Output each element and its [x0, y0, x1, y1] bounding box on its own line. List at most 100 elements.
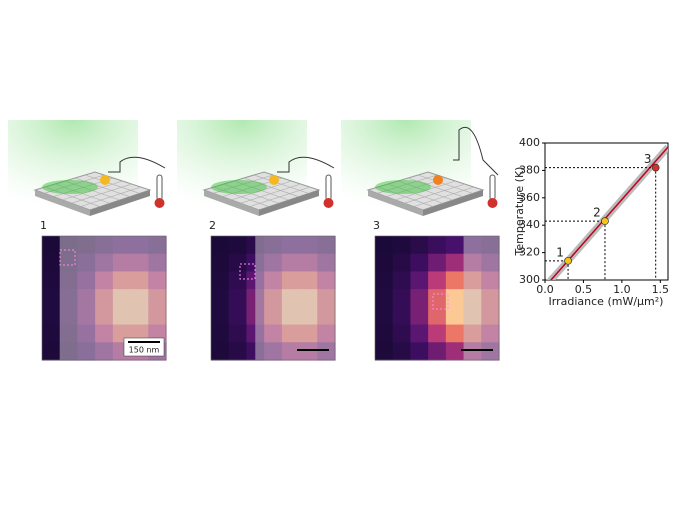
heatmap-frame — [210, 235, 336, 361]
heatmap-cell — [228, 306, 247, 326]
heatmap-cell — [392, 324, 411, 343]
heatmap-cell — [375, 236, 394, 255]
x-axis-label: Irradiance (mW/μm²) — [549, 295, 664, 308]
heatmap-cell — [228, 342, 247, 361]
thermometer-bulb — [487, 198, 498, 208]
heatmap-cell — [211, 342, 230, 361]
heatmap-cell — [375, 271, 394, 290]
plot-frame — [544, 142, 669, 281]
heatmap-cell — [42, 342, 61, 361]
heatmap-cell — [42, 289, 61, 308]
haze — [255, 236, 335, 360]
heatmap-cell — [428, 342, 447, 361]
x-tick-label: 1.0 — [613, 283, 631, 296]
heatmap-cell — [42, 253, 61, 272]
particle — [433, 175, 443, 185]
thermometer — [156, 174, 163, 201]
x-tick-label: 1.5 — [652, 283, 670, 296]
point — [651, 163, 660, 172]
platform-side — [204, 190, 259, 216]
platform-front — [259, 190, 319, 216]
grid-wire — [80, 186, 142, 207]
heatmap-cell — [445, 253, 465, 272]
y-tick-label: 360 — [519, 191, 540, 204]
heatmap-cell — [375, 253, 394, 272]
y-axis-label: Temperature (K) — [513, 167, 526, 257]
scale-label: 150 nm — [129, 346, 160, 355]
y-tick-label: 340 — [519, 218, 540, 231]
green-spot — [42, 180, 98, 194]
heatmap-cell — [392, 253, 411, 272]
heatmap-cell — [410, 289, 429, 308]
heatmap-cell — [428, 289, 447, 308]
heatmap-cell — [211, 271, 230, 290]
heatmap-cell — [211, 253, 230, 272]
heatmap-cell — [228, 271, 247, 290]
grid-wire — [413, 186, 475, 207]
heatmap-cell — [410, 236, 429, 255]
particle — [269, 175, 279, 185]
heatmap-cell — [228, 253, 247, 272]
heatmap-cell — [445, 236, 465, 255]
heatmap-cell — [410, 324, 429, 343]
heatmap-cell — [445, 324, 465, 343]
point — [601, 217, 609, 225]
heatmap-cell — [375, 306, 394, 326]
heatmap-cell — [228, 289, 247, 308]
heatmap-cell — [375, 342, 394, 361]
heatmap-cell — [392, 342, 411, 361]
heatmap-cell — [445, 271, 465, 290]
heatmap-cell — [428, 271, 447, 290]
heatmap-cell — [42, 271, 61, 290]
heatmap-cell — [410, 342, 429, 361]
panel: 3 — [341, 120, 500, 361]
signal-curve — [277, 156, 335, 173]
selection-box — [239, 263, 256, 280]
heatmap-cell — [392, 306, 411, 326]
heatmap-cell — [428, 253, 447, 272]
heatmap-frame — [374, 235, 500, 361]
point-label: 2 — [593, 206, 601, 220]
panel-label: 3 — [373, 219, 380, 232]
platform-front — [90, 190, 150, 216]
thermometer — [489, 174, 496, 201]
x-tick-label: 0.5 — [575, 283, 593, 296]
green-spot — [375, 180, 431, 194]
heatmap-cell — [375, 289, 394, 308]
heatmap-cell — [428, 306, 447, 326]
haze — [463, 236, 499, 360]
heatmap-cell — [410, 306, 429, 326]
heatmap-cell — [445, 306, 465, 326]
heatmap-cell — [228, 324, 247, 343]
heatmap-cell — [445, 289, 465, 308]
panel: 1 150 nm — [8, 120, 167, 361]
signal-curve — [453, 126, 499, 176]
y-tick-label: 300 — [519, 273, 540, 286]
heatmap-cell — [392, 289, 411, 308]
heatmap-cell — [42, 306, 61, 326]
thermometer — [325, 174, 332, 201]
selection-box — [432, 293, 449, 310]
selection-box — [59, 249, 76, 266]
heatmap-cell — [428, 236, 447, 255]
heatmap-cell — [445, 342, 465, 361]
panel: 2 — [177, 120, 336, 361]
heatmap-cell — [428, 324, 447, 343]
heatmap-cell — [375, 324, 394, 343]
heatmap-cell — [211, 289, 230, 308]
platform-front — [423, 190, 483, 216]
panel-label: 2 — [209, 219, 216, 232]
point-label: 3 — [644, 152, 652, 166]
heatmap-cell — [392, 236, 411, 255]
signal-curve — [108, 156, 166, 173]
point-label: 1 — [556, 245, 564, 259]
x-tick-label: 0.0 — [536, 283, 554, 296]
heatmap-cell — [228, 236, 247, 255]
y-tick-label: 400 — [519, 136, 540, 149]
panel-label: 1 — [40, 219, 47, 232]
heatmap-frame — [41, 235, 167, 361]
particle — [100, 175, 110, 185]
heatmap-cell — [42, 324, 61, 343]
green-spot — [211, 180, 267, 194]
y-tick-label: 380 — [519, 163, 540, 176]
